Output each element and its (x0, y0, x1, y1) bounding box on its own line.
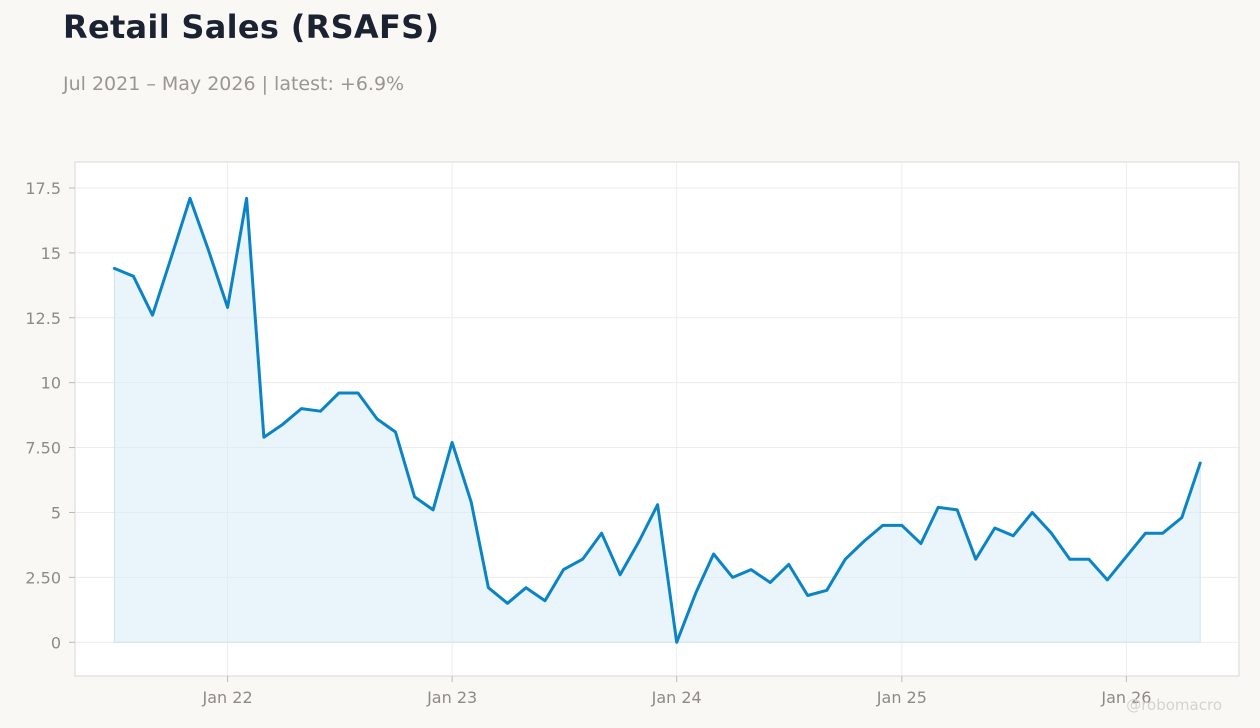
x-tick-label: Jan 23 (426, 688, 477, 707)
y-tick-label: 5 (51, 503, 61, 522)
y-tick-label: 10 (41, 374, 61, 393)
page-title: Retail Sales (RSAFS) (63, 8, 440, 46)
y-tick-label: 15 (41, 244, 61, 263)
y-tick-label: 2.50 (25, 568, 61, 587)
y-tick-label: 12.5 (25, 309, 61, 328)
watermark: @robomacro (1126, 696, 1222, 714)
x-tick-label: Jan 24 (651, 688, 702, 707)
y-tick-label: 17.5 (25, 179, 61, 198)
series-line (112, 196, 1202, 644)
y-tick-label: 0 (51, 633, 61, 652)
x-axis: Jan 22 Jan 23 Jan 24 Jan 25 Jan 26 (202, 676, 1151, 707)
x-tick-label: Jan 22 (202, 688, 253, 707)
x-tick-label: Jan 25 (876, 688, 927, 707)
y-tick-label: 7.50 (25, 439, 61, 458)
page-subtitle: Jul 2021 – May 2026 | latest: +6.9% (63, 73, 405, 95)
y-axis: 0 2.50 5 7.50 10 12.5 15 17.5 (25, 179, 75, 652)
x-tick-label: Jan 26 (1100, 688, 1151, 707)
